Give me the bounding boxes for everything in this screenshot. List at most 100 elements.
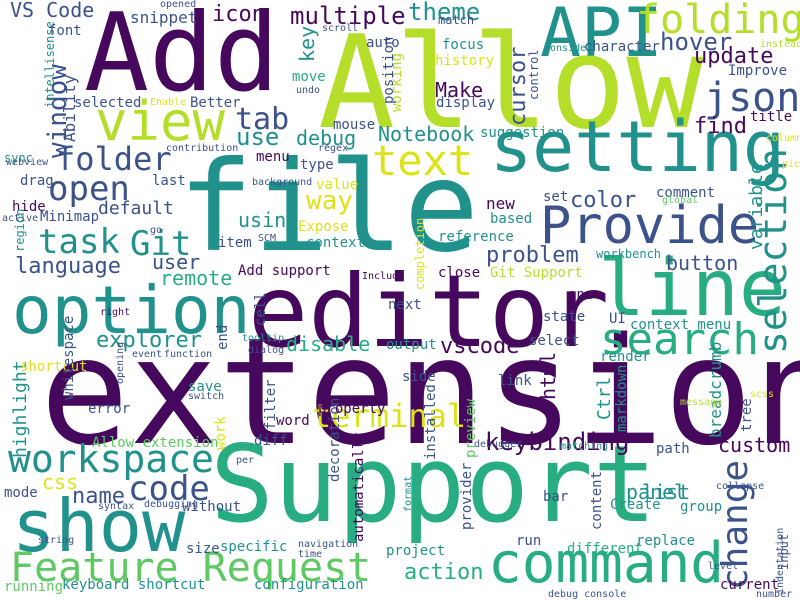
cloud-word-output: output bbox=[386, 337, 437, 353]
cloud-word-list: list bbox=[642, 480, 691, 504]
cloud-word-button: button bbox=[666, 251, 739, 275]
cloud-word-regex: regex bbox=[318, 143, 349, 154]
cloud-word-task: task bbox=[38, 222, 120, 262]
cloud-word-explorer: explorer bbox=[96, 328, 202, 353]
cloud-word-match: match bbox=[438, 13, 475, 27]
cloud-word-markdown: markdown bbox=[614, 364, 630, 432]
cloud-word-matching: matching bbox=[560, 441, 609, 452]
cloud-word-allow-extension: Allow extension bbox=[92, 435, 219, 451]
cloud-word-debug: debug bbox=[296, 126, 357, 150]
cloud-word-update: update bbox=[694, 44, 774, 69]
cloud-word-improve: Improve bbox=[728, 63, 788, 79]
cloud-word-context-menu: context menu bbox=[630, 317, 732, 333]
cloud-word-side: side bbox=[402, 369, 436, 385]
cloud-word-mouse: mouse bbox=[333, 117, 376, 133]
cloud-word-running: running bbox=[4, 579, 64, 595]
cloud-word-specific: specific bbox=[220, 539, 288, 555]
cloud-word-different: different bbox=[567, 541, 643, 557]
cloud-word-notebook: Notebook bbox=[378, 122, 475, 146]
cloud-word-breadcrumb: breadcrumb bbox=[706, 341, 725, 438]
cloud-word-switch: switch bbox=[188, 391, 225, 402]
cloud-word-variable: variable bbox=[746, 163, 767, 250]
cloud-word-whitespace: whitespace bbox=[61, 315, 77, 400]
cloud-word-option: option bbox=[12, 272, 251, 349]
cloud-word-add-support: Add support bbox=[238, 263, 331, 279]
cloud-word-git: Git bbox=[130, 224, 192, 264]
cloud-word-selected: selected bbox=[74, 95, 142, 111]
cloud-word-menu: menu bbox=[256, 149, 290, 165]
cloud-word-hover: hover bbox=[660, 28, 733, 56]
cloud-word-go: go bbox=[150, 225, 163, 236]
cloud-word-json: json bbox=[704, 75, 800, 121]
cloud-word-workbench: workbench bbox=[596, 247, 662, 261]
cloud-word-global: global bbox=[662, 195, 699, 206]
cloud-word-open: open bbox=[48, 169, 130, 209]
cloud-word-without: without bbox=[182, 499, 242, 515]
cloud-word-line: line bbox=[598, 244, 786, 334]
cloud-word-command: command bbox=[488, 531, 725, 596]
cloud-word-keyboard-shortcut: keyboard shortcut bbox=[62, 577, 206, 593]
cloud-word-api: API bbox=[540, 0, 663, 73]
cloud-word-run: run bbox=[516, 533, 542, 549]
cloud-word-end: end bbox=[215, 324, 231, 350]
cloud-word-level: level bbox=[708, 561, 739, 572]
cloud-word-time: time bbox=[298, 549, 323, 560]
cloud-word-picker: picker bbox=[782, 159, 800, 170]
cloud-word-icon: icon bbox=[212, 2, 265, 27]
cloud-word-close: close bbox=[438, 265, 481, 281]
cloud-word-workspace: workspace bbox=[8, 437, 214, 481]
cloud-word-error: error bbox=[88, 401, 131, 417]
cloud-word-debug-console: debug console bbox=[548, 589, 627, 600]
cloud-word-event: event bbox=[132, 349, 163, 360]
cloud-word-consider: Consider bbox=[544, 43, 593, 54]
cloud-word-path: path bbox=[656, 441, 690, 457]
cloud-word-function: function bbox=[164, 349, 213, 360]
cloud-word-create: Create bbox=[610, 497, 661, 513]
cloud-word-feature-request: Feature Request bbox=[10, 545, 372, 591]
cloud-word-history: history bbox=[435, 53, 495, 69]
cloud-word-font: font bbox=[48, 23, 82, 39]
cloud-word-save: save bbox=[188, 379, 222, 395]
cloud-word-terminal: terminal bbox=[312, 397, 467, 435]
cloud-word-undo: undo bbox=[296, 85, 321, 96]
cloud-word-problem: problem bbox=[486, 243, 579, 268]
cloud-word-view: view bbox=[95, 90, 226, 153]
cloud-word-collapse: collapse bbox=[716, 481, 765, 492]
cloud-word-custom: custom bbox=[718, 433, 791, 457]
cloud-word-search: search bbox=[600, 314, 759, 365]
cloud-word-way: way bbox=[306, 186, 353, 216]
cloud-word-character: character bbox=[584, 39, 660, 55]
cloud-word-group: group bbox=[680, 499, 723, 515]
cloud-word-based: based bbox=[490, 211, 533, 227]
cloud-word-syntax: syntax bbox=[98, 501, 135, 512]
cloud-word-value: value bbox=[316, 177, 359, 193]
cloud-word-set: set bbox=[543, 189, 569, 205]
cloud-word-content: content bbox=[589, 470, 605, 530]
cloud-word-focus: focus bbox=[442, 37, 485, 53]
cloud-word-reference: reference bbox=[438, 229, 514, 245]
cloud-word-better: Better bbox=[190, 95, 241, 111]
cloud-word-opening: opening bbox=[115, 341, 126, 384]
cloud-word-type: type bbox=[300, 157, 334, 173]
cloud-word-indentation: indentation bbox=[775, 527, 786, 594]
cloud-word-select: select bbox=[529, 333, 580, 349]
cloud-word-ui: UI bbox=[609, 311, 626, 327]
cloud-word-vs-code: VS Code bbox=[10, 0, 95, 22]
cloud-word-last: last bbox=[152, 173, 186, 189]
cloud-word-project: project bbox=[386, 543, 446, 559]
cloud-word-completion: completion bbox=[413, 217, 427, 290]
cloud-word-automatically: automatically bbox=[351, 432, 367, 542]
cloud-word-position: position bbox=[381, 36, 397, 104]
cloud-word-format: format bbox=[403, 475, 414, 512]
cloud-word-text: text bbox=[372, 136, 474, 185]
cloud-word-highlight: highlight bbox=[10, 360, 31, 458]
cloud-word-suggestion: suggestion bbox=[480, 125, 565, 141]
cloud-word-include: Include bbox=[362, 271, 405, 282]
cloud-word-drag: drag bbox=[20, 173, 54, 189]
cloud-word-setting: setting bbox=[490, 106, 786, 188]
cloud-word-code: code bbox=[128, 469, 210, 509]
cloud-word-keybinding: keybinding bbox=[485, 428, 630, 456]
cloud-word-using: using bbox=[238, 208, 299, 232]
cloud-word-git-support: Git Support bbox=[490, 265, 583, 281]
